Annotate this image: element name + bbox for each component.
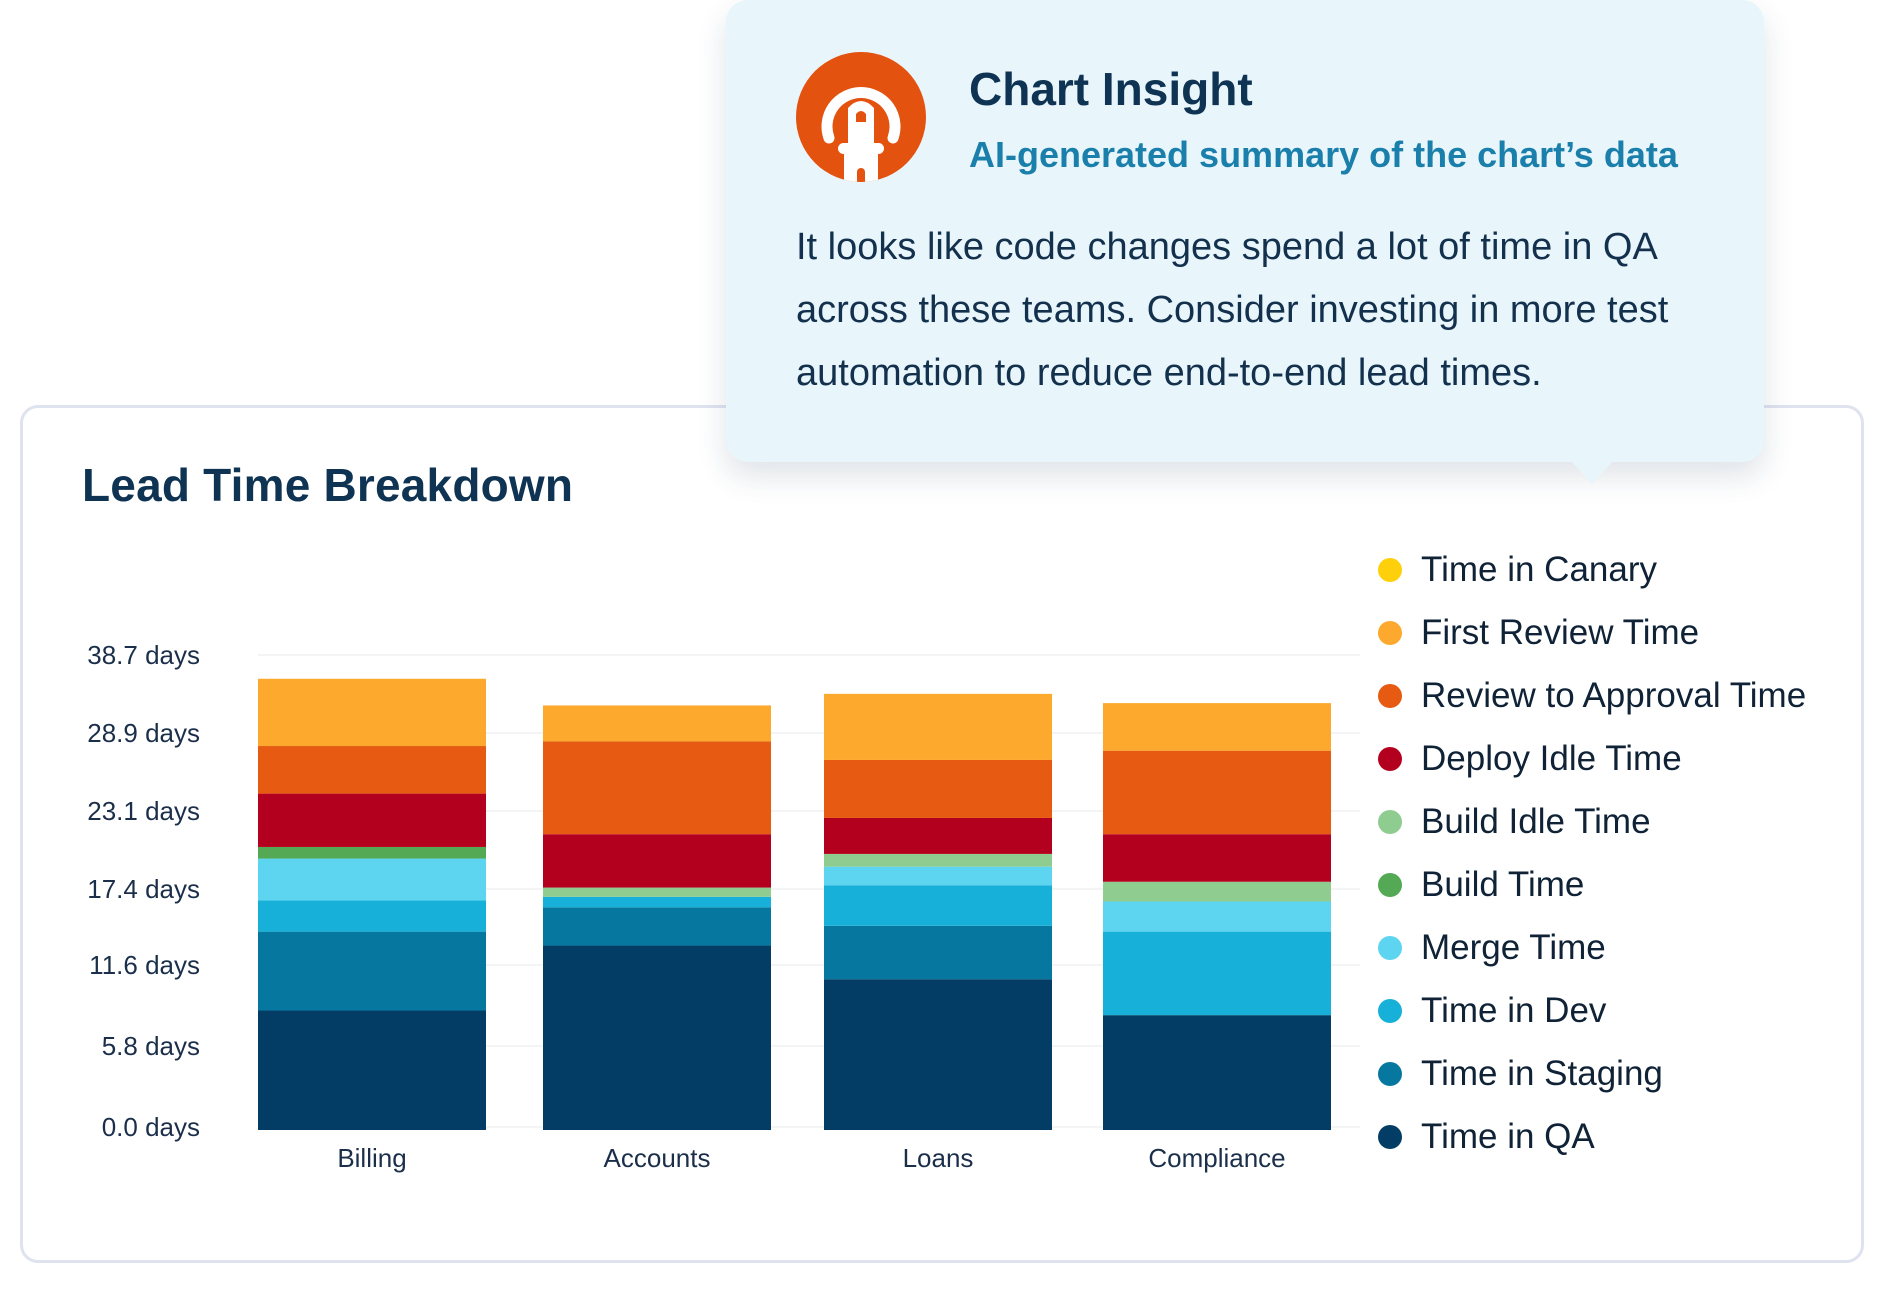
bar-segment[interactable]	[1103, 834, 1331, 882]
popover-title: Chart Insight	[969, 63, 1253, 115]
bar-segment[interactable]	[258, 746, 486, 794]
legend-label: Build Idle Time	[1421, 801, 1651, 841]
bar-segment[interactable]	[258, 900, 486, 932]
legend-label: Deploy Idle Time	[1421, 738, 1682, 778]
bar-segment[interactable]	[824, 759, 1052, 818]
bar-segment[interactable]	[543, 705, 771, 742]
bar-segment[interactable]	[258, 846, 486, 859]
legend-swatch	[1378, 998, 1402, 1023]
popover-body: It looks like code changes spend a lot o…	[796, 226, 1669, 394]
legend-swatch	[1378, 683, 1402, 708]
legend-label: First Review Time	[1421, 612, 1700, 652]
y-tick-label: 0.0 days	[102, 1112, 200, 1142]
bar-segment[interactable]	[824, 693, 1052, 760]
bar-segment[interactable]	[824, 853, 1052, 867]
legend-swatch	[1378, 872, 1402, 897]
bar-segment[interactable]	[543, 834, 771, 888]
lighthouse-icon	[796, 52, 926, 182]
legend-swatch	[1378, 935, 1402, 960]
chart-legend: Time in Canary First Review Time Review to…	[1378, 538, 1858, 1168]
bar-segment[interactable]	[1103, 750, 1331, 835]
legend-item[interactable]: Time in Staging	[1378, 1042, 1858, 1105]
legend-swatch	[1378, 746, 1402, 771]
y-tick-label: 28.9 days	[87, 718, 200, 748]
legend-swatch	[1378, 1061, 1402, 1086]
x-tick-label: Compliance	[1148, 1143, 1285, 1173]
bar-segment[interactable]	[258, 1010, 486, 1130]
legend-item[interactable]: First Review Time	[1378, 601, 1858, 664]
bar-segment[interactable]	[1103, 703, 1331, 751]
bar-segment[interactable]	[824, 925, 1052, 980]
chart-insight-popover: Chart Insight AI-generated summary of th…	[726, 0, 1764, 462]
x-tick-label: Accounts	[604, 1143, 711, 1173]
popover-tail	[1568, 458, 1616, 484]
legend-item[interactable]: Merge Time	[1378, 916, 1858, 979]
x-tick-label: Billing	[337, 1143, 406, 1173]
bar-segment[interactable]	[1103, 1015, 1331, 1130]
bar-segment[interactable]	[1103, 881, 1331, 902]
bar-segment[interactable]	[543, 945, 771, 1130]
legend-label: Review to Approval Time	[1421, 675, 1807, 715]
y-tick-label: 38.7 days	[87, 640, 200, 670]
x-tick-label: Loans	[903, 1143, 974, 1173]
legend-label: Time in Canary	[1421, 549, 1657, 589]
bar-segment[interactable]	[824, 866, 1052, 886]
legend-item[interactable]: Review to Approval Time	[1378, 664, 1858, 727]
bar-segment[interactable]	[1103, 901, 1331, 932]
bar-segment[interactable]	[543, 741, 771, 835]
legend-label: Time in QA	[1421, 1116, 1595, 1156]
legend-item[interactable]: Build Idle Time	[1378, 790, 1858, 853]
bar-segment[interactable]	[258, 931, 486, 1011]
bar-segment[interactable]	[543, 907, 771, 946]
y-tick-label: 11.6 days	[89, 950, 200, 980]
bar-segment[interactable]	[543, 896, 771, 908]
legend-label: Build Time	[1421, 864, 1585, 904]
legend-item[interactable]: Time in QA	[1378, 1105, 1858, 1168]
bar-segment[interactable]	[824, 817, 1052, 854]
legend-swatch	[1378, 1124, 1402, 1149]
legend-swatch	[1378, 620, 1402, 645]
bar-segment[interactable]	[258, 678, 486, 747]
bar-segment[interactable]	[1103, 931, 1331, 1016]
bar-segment[interactable]	[824, 979, 1052, 1130]
legend-swatch	[1378, 557, 1402, 582]
y-tick-label: 23.1 days	[87, 796, 200, 826]
y-tick-label: 5.8 days	[102, 1031, 200, 1061]
bar-segment[interactable]	[258, 858, 486, 901]
bar-segment[interactable]	[824, 885, 1052, 926]
popover-subtitle: AI-generated summary of the chart’s data	[969, 134, 1678, 175]
legend-item[interactable]: Time in Canary	[1378, 538, 1858, 601]
legend-item[interactable]: Deploy Idle Time	[1378, 727, 1858, 790]
y-tick-label: 17.4 days	[87, 874, 200, 904]
legend-item[interactable]: Build Time	[1378, 853, 1858, 916]
legend-item[interactable]: Time in Dev	[1378, 979, 1858, 1042]
bar-segment[interactable]	[258, 793, 486, 847]
legend-label: Time in Dev	[1421, 990, 1607, 1030]
legend-label: Merge Time	[1421, 927, 1606, 967]
legend-label: Time in Staging	[1421, 1053, 1663, 1093]
chart-title: Lead Time Breakdown	[82, 459, 574, 511]
legend-swatch	[1378, 809, 1402, 834]
bar-segment[interactable]	[543, 887, 771, 897]
